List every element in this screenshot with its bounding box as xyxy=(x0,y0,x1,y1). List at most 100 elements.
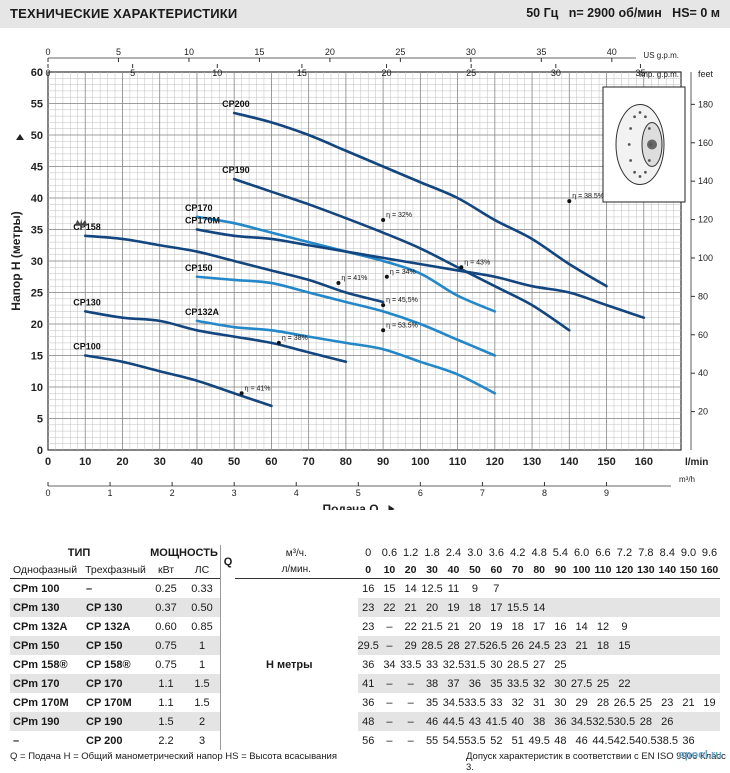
y-axis-arrow-icon xyxy=(16,134,24,140)
feet-tick-label: 100 xyxy=(698,253,713,263)
y-tick-label: 55 xyxy=(31,99,43,111)
model-single: CPm 132A xyxy=(13,620,68,633)
head-value xyxy=(657,579,678,599)
curve-cp170m xyxy=(195,228,646,319)
y-tick-label: 0 xyxy=(37,445,43,457)
model-three: CP 158® xyxy=(86,658,131,671)
y-tick-label: 35 xyxy=(31,225,43,237)
curve-label: CP158 xyxy=(73,222,101,232)
power-kw: 2.2 xyxy=(158,734,174,747)
impeller-hole-icon xyxy=(629,159,633,162)
head-value: – xyxy=(378,674,400,693)
curve-cp132a xyxy=(195,319,497,395)
head-value xyxy=(656,598,678,617)
model-single: CPm 170M xyxy=(13,696,69,709)
model-three: CP 150 xyxy=(83,636,148,655)
head-value xyxy=(656,674,678,693)
head-value: 18 xyxy=(464,598,486,617)
head-value: 21 xyxy=(570,636,593,655)
q-lmin-value: 80 xyxy=(528,561,550,579)
head-value: – xyxy=(399,674,422,693)
m3h-tick-label: 4 xyxy=(294,488,299,498)
q-m3h-value: 5.4 xyxy=(552,547,569,559)
q-m3h-value: 9.0 xyxy=(680,547,697,559)
q-lmin-value: 120 xyxy=(613,561,636,579)
head-value: 35 xyxy=(485,674,508,693)
head-value: 28 xyxy=(442,636,465,655)
head-value: 22 xyxy=(378,598,400,617)
head-value: 29 xyxy=(575,696,588,709)
header-bar: ТЕХНИЧЕСКИЕ ХАРАКТЕРИСТИКИ 50 Гц n= 2900… xyxy=(0,0,730,28)
q-m3h-value: 3.6 xyxy=(488,547,504,559)
q-lmin-value: 130 xyxy=(635,561,657,579)
head-value xyxy=(699,598,720,617)
x-tick-label: 60 xyxy=(265,456,277,468)
q-letter: Q xyxy=(220,545,235,579)
head-value xyxy=(699,731,720,750)
feet-tick-label: 80 xyxy=(698,291,708,301)
q-lmin-value: 50 xyxy=(464,561,486,579)
x-tick-label: 10 xyxy=(79,456,91,468)
model-single: CPm 150 xyxy=(10,636,83,655)
head-value: 41 xyxy=(357,674,379,693)
curve-label: CP170 xyxy=(185,203,213,213)
page-title: ТЕХНИЧЕСКИЕ ХАРАКТЕРИСТИКИ xyxy=(10,6,238,21)
q-lmin-value: 0 xyxy=(357,561,379,579)
q-lmin-value: 10 xyxy=(378,561,400,579)
feet-tick-label: 20 xyxy=(698,407,708,417)
head-value: 34 xyxy=(383,658,396,671)
imp-gpm-tick-label: 15 xyxy=(297,68,307,78)
head-value: 29 xyxy=(399,636,422,655)
head-value: 23 xyxy=(362,620,375,633)
m3h-tick-label: 1 xyxy=(108,488,113,498)
feet-tick-label: 60 xyxy=(698,330,708,340)
head-value: 9 xyxy=(621,620,628,633)
model-single: CPm 158® xyxy=(13,658,68,671)
efficiency-label: η = 45,5% xyxy=(386,297,418,304)
q-lmin-value: 160 xyxy=(699,561,720,579)
q-lmin-value: 110 xyxy=(592,561,614,579)
head-value: 20 xyxy=(421,598,443,617)
efficiency-marker xyxy=(381,303,386,308)
power-hp: 0.33 xyxy=(191,582,213,595)
head-value: – xyxy=(378,636,400,655)
impeller-hole-icon xyxy=(629,127,633,130)
curve-label: CP170M xyxy=(185,216,220,226)
us-gpm-tick-label: 40 xyxy=(607,47,617,57)
y-axis-title: Напор H (метры) xyxy=(9,211,23,310)
head-value: 21 xyxy=(399,598,422,617)
col-three-phase: Трехфазный xyxy=(83,561,148,579)
head-value: 46 xyxy=(575,734,588,747)
x-tick-label: 0 xyxy=(45,456,51,468)
power-hp: 1 xyxy=(184,636,221,655)
power-kw: 0.37 xyxy=(148,598,184,617)
head-value xyxy=(614,655,635,674)
us-gpm-tick-label: 0 xyxy=(45,47,50,57)
head-value: 38.5 xyxy=(656,734,678,747)
head-value xyxy=(635,636,657,655)
feet-unit-label: feet xyxy=(698,69,714,79)
head-value xyxy=(699,655,720,674)
col-type-header: ТИП xyxy=(67,547,91,559)
head-value: – xyxy=(407,734,414,747)
head-value: 30.5 xyxy=(613,712,636,731)
head-value: 33 xyxy=(490,696,503,709)
model-single: CPm 130 xyxy=(10,598,83,617)
head-value: 55 xyxy=(425,734,439,747)
header-params: 50 Гц n= 2900 об/мин HS= 0 м xyxy=(526,6,720,20)
head-value: 26 xyxy=(656,712,678,731)
watermark: epool.ru xyxy=(678,749,722,761)
x-tick-label: 130 xyxy=(523,456,541,468)
head-value: – xyxy=(386,734,393,747)
head-value xyxy=(635,617,656,636)
power-hp: 2 xyxy=(184,712,221,731)
head-value xyxy=(699,617,720,636)
q-m3h-value: 9.6 xyxy=(701,547,718,559)
col-kw: кВт xyxy=(148,561,184,579)
col-single-phase: Однофазный xyxy=(10,561,83,579)
head-value: 41.5 xyxy=(485,712,508,731)
x-tick-label: 70 xyxy=(303,456,315,468)
head-value: 32.5 xyxy=(592,712,614,731)
head-value: 34.5 xyxy=(442,696,465,709)
m3h-unit-label: m³/h xyxy=(679,475,695,484)
